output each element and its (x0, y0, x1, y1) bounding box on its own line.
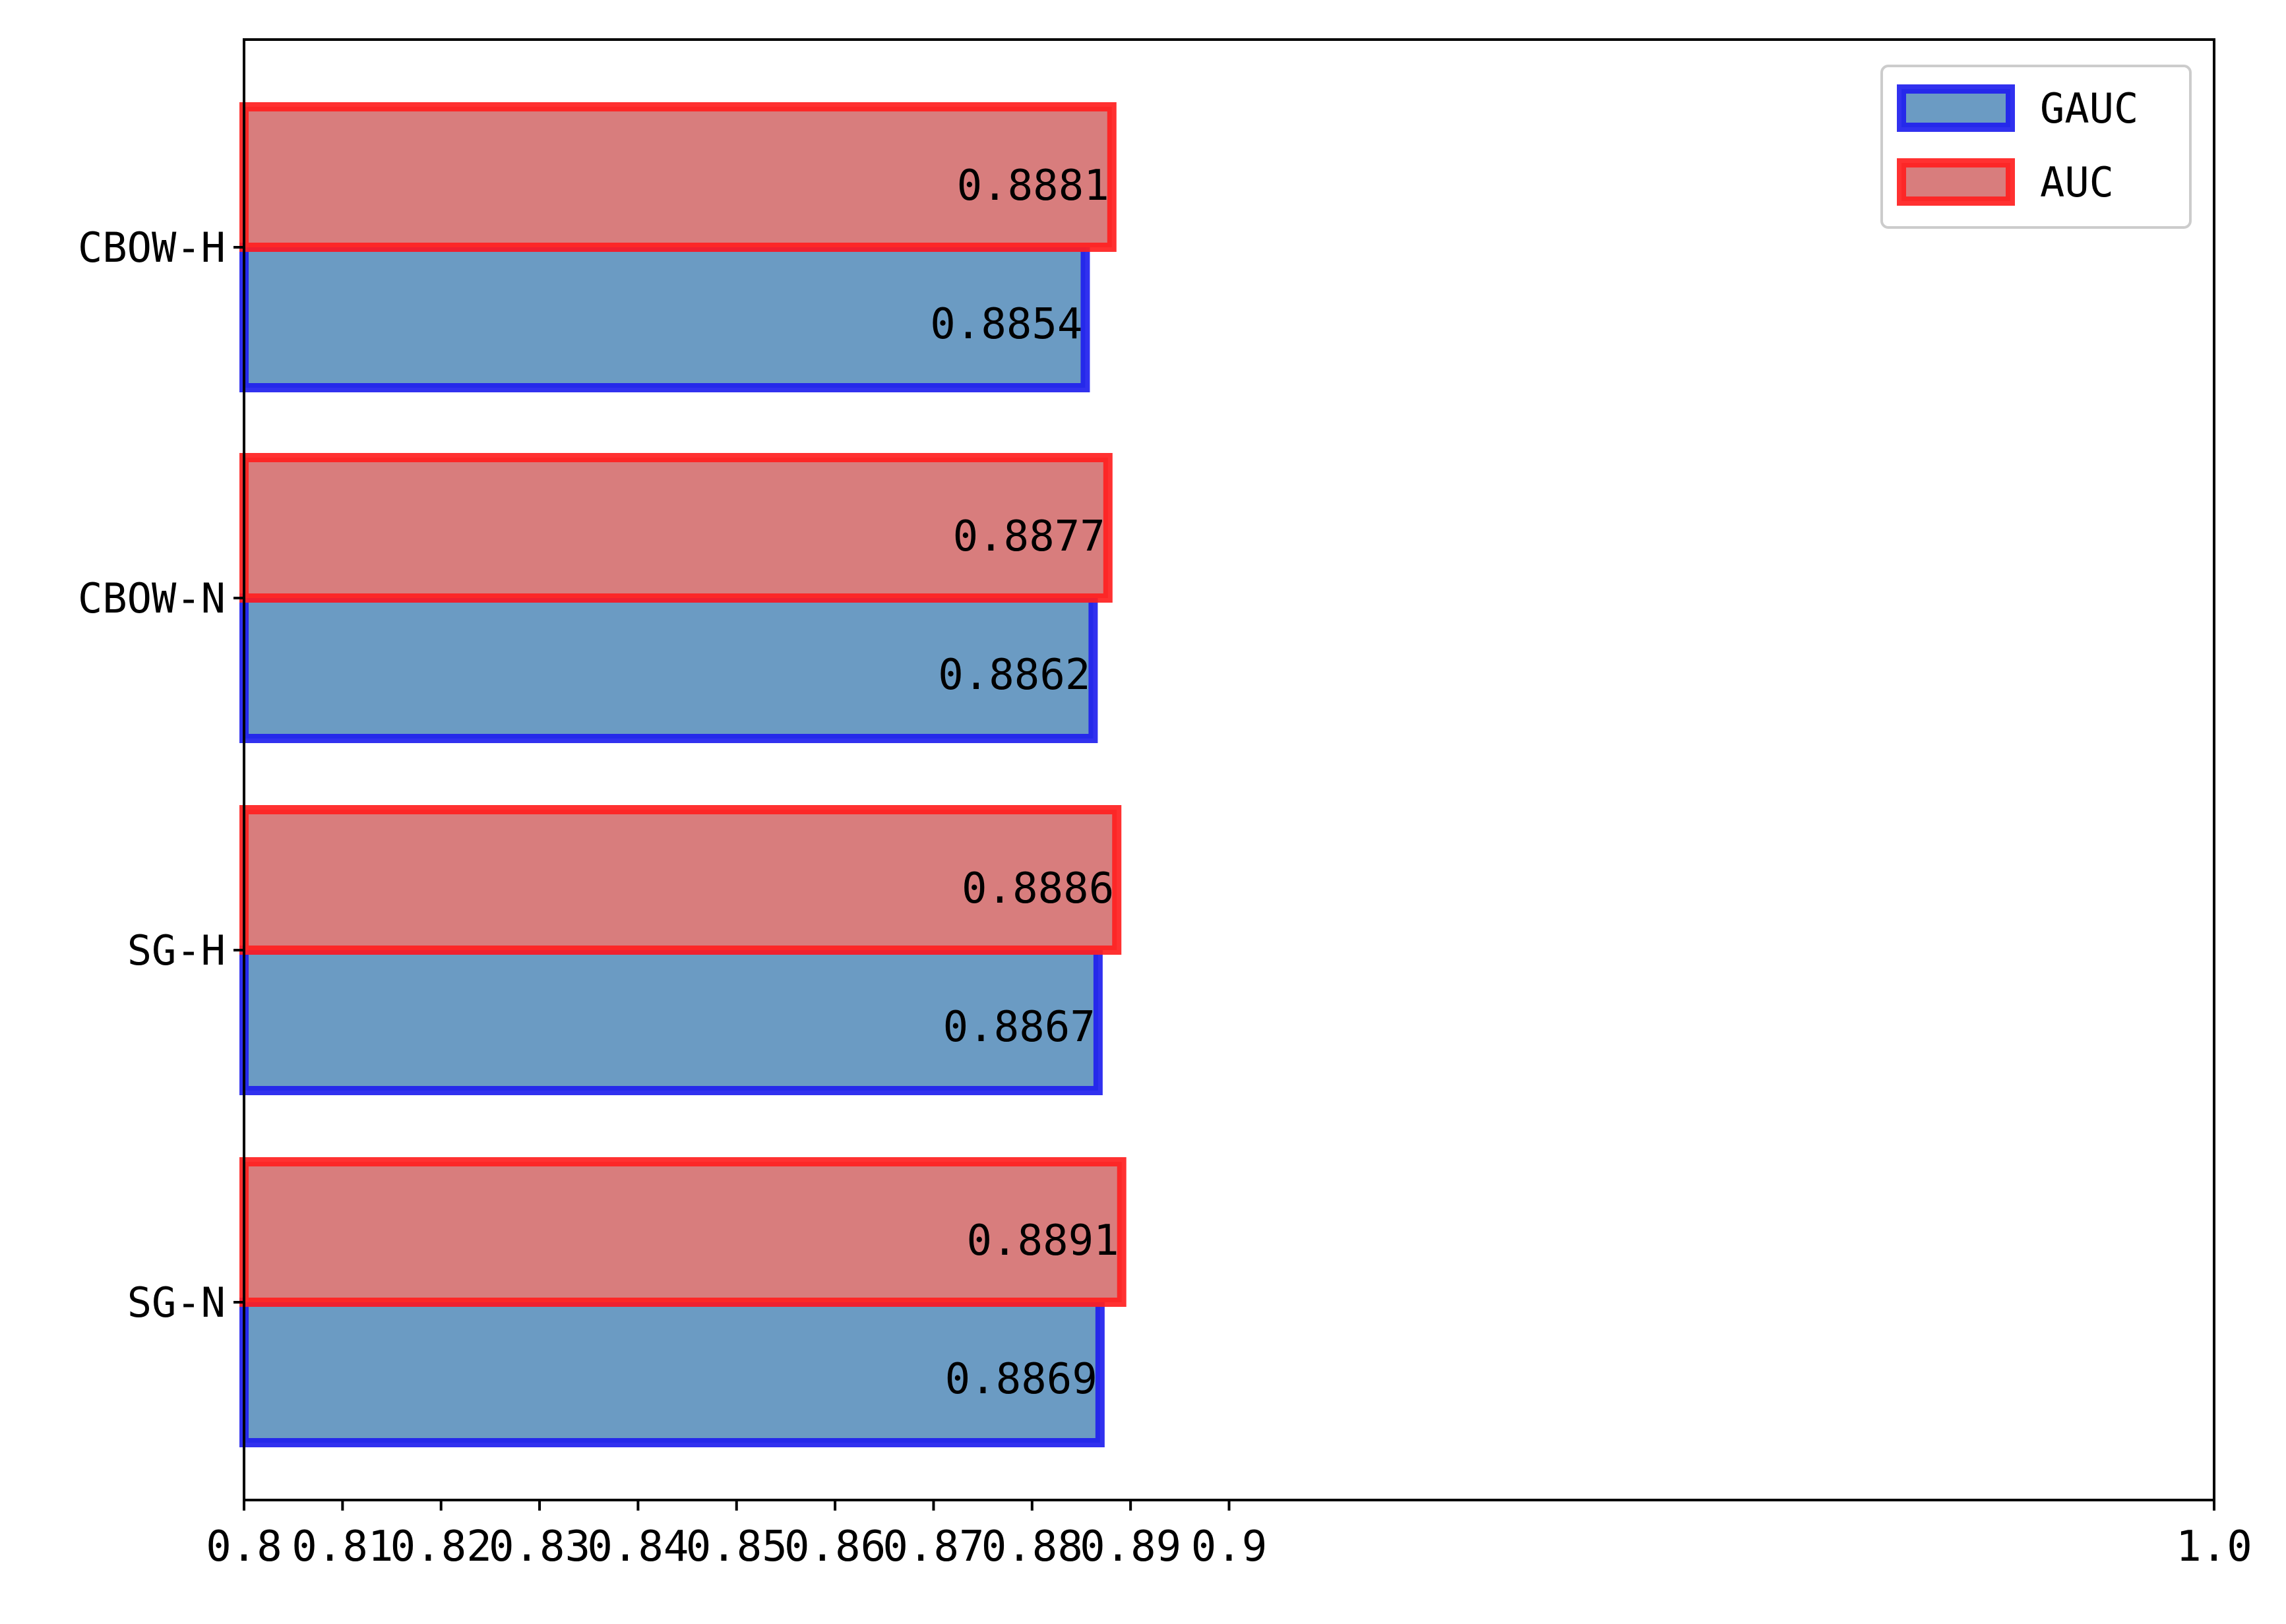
bars-layer (239, 102, 1127, 1447)
x-axis: 0.8 0.810.820.830.840.850.860.870.880.89 0… (206, 1500, 2252, 1571)
legend: GAUC AUC (1880, 65, 2192, 229)
bar-auc-sg-h (239, 805, 1122, 955)
x-tick-label: 0.8 (206, 1522, 282, 1571)
x-tick-label: 0.88 (981, 1522, 1083, 1571)
x-tick-label: 0.81 (292, 1522, 393, 1571)
y-tick-label-cbow-h: CBOW-H (78, 224, 226, 272)
data-label-auc-cbow-n: 0.8877 (953, 512, 1105, 561)
bar-gauc-cbow-n (239, 593, 1098, 743)
data-label-auc-sg-h: 0.8886 (962, 864, 1114, 913)
x-tick-label: 0.82 (390, 1522, 492, 1571)
legend-label-auc: AUC (2040, 158, 2114, 206)
y-axis: CBOW-H CBOW-N SG-H SG-N (78, 224, 244, 1327)
x-tick-label: 0.86 (784, 1522, 886, 1571)
x-tick-label: 0.84 (587, 1522, 689, 1571)
bar-gauc-cbow-h (239, 243, 1090, 392)
data-label-auc-sg-n: 0.8891 (967, 1217, 1119, 1265)
x-tick-label: 0.87 (882, 1522, 984, 1571)
data-label-gauc-cbow-h: 0.8854 (930, 300, 1082, 349)
data-label-gauc-sg-h: 0.8867 (943, 1003, 1096, 1052)
data-label-auc-cbow-h: 0.8881 (957, 162, 1109, 210)
bar-gauc-sg-n (239, 1298, 1105, 1447)
data-label-gauc-cbow-n: 0.8862 (938, 651, 1090, 700)
y-tick-label-sg-n: SG-N (127, 1278, 226, 1327)
legend-swatch-gauc (1897, 84, 2015, 132)
y-tick-label-sg-h: SG-H (127, 926, 226, 975)
y-tick-label-cbow-n: CBOW-N (78, 574, 226, 622)
x-tick-label: 0.9 (1191, 1522, 1268, 1571)
data-label-gauc-sg-n: 0.8869 (945, 1355, 1097, 1404)
bar-auc-cbow-h (239, 102, 1117, 252)
legend-label-gauc: GAUC (2040, 84, 2138, 133)
x-tick-label: 0.85 (686, 1522, 788, 1571)
x-tick-label: 0.83 (489, 1522, 590, 1571)
x-tick-label: 1.0 (2176, 1522, 2252, 1571)
bar-auc-cbow-n (239, 453, 1113, 603)
x-tick-label: 0.89 (1080, 1522, 1181, 1571)
data-labels-layer: 0.8854 0.8881 0.8862 0.8877 0.8867 0.8886 0.88… (930, 162, 1119, 1404)
legend-swatch-auc (1897, 158, 2015, 206)
